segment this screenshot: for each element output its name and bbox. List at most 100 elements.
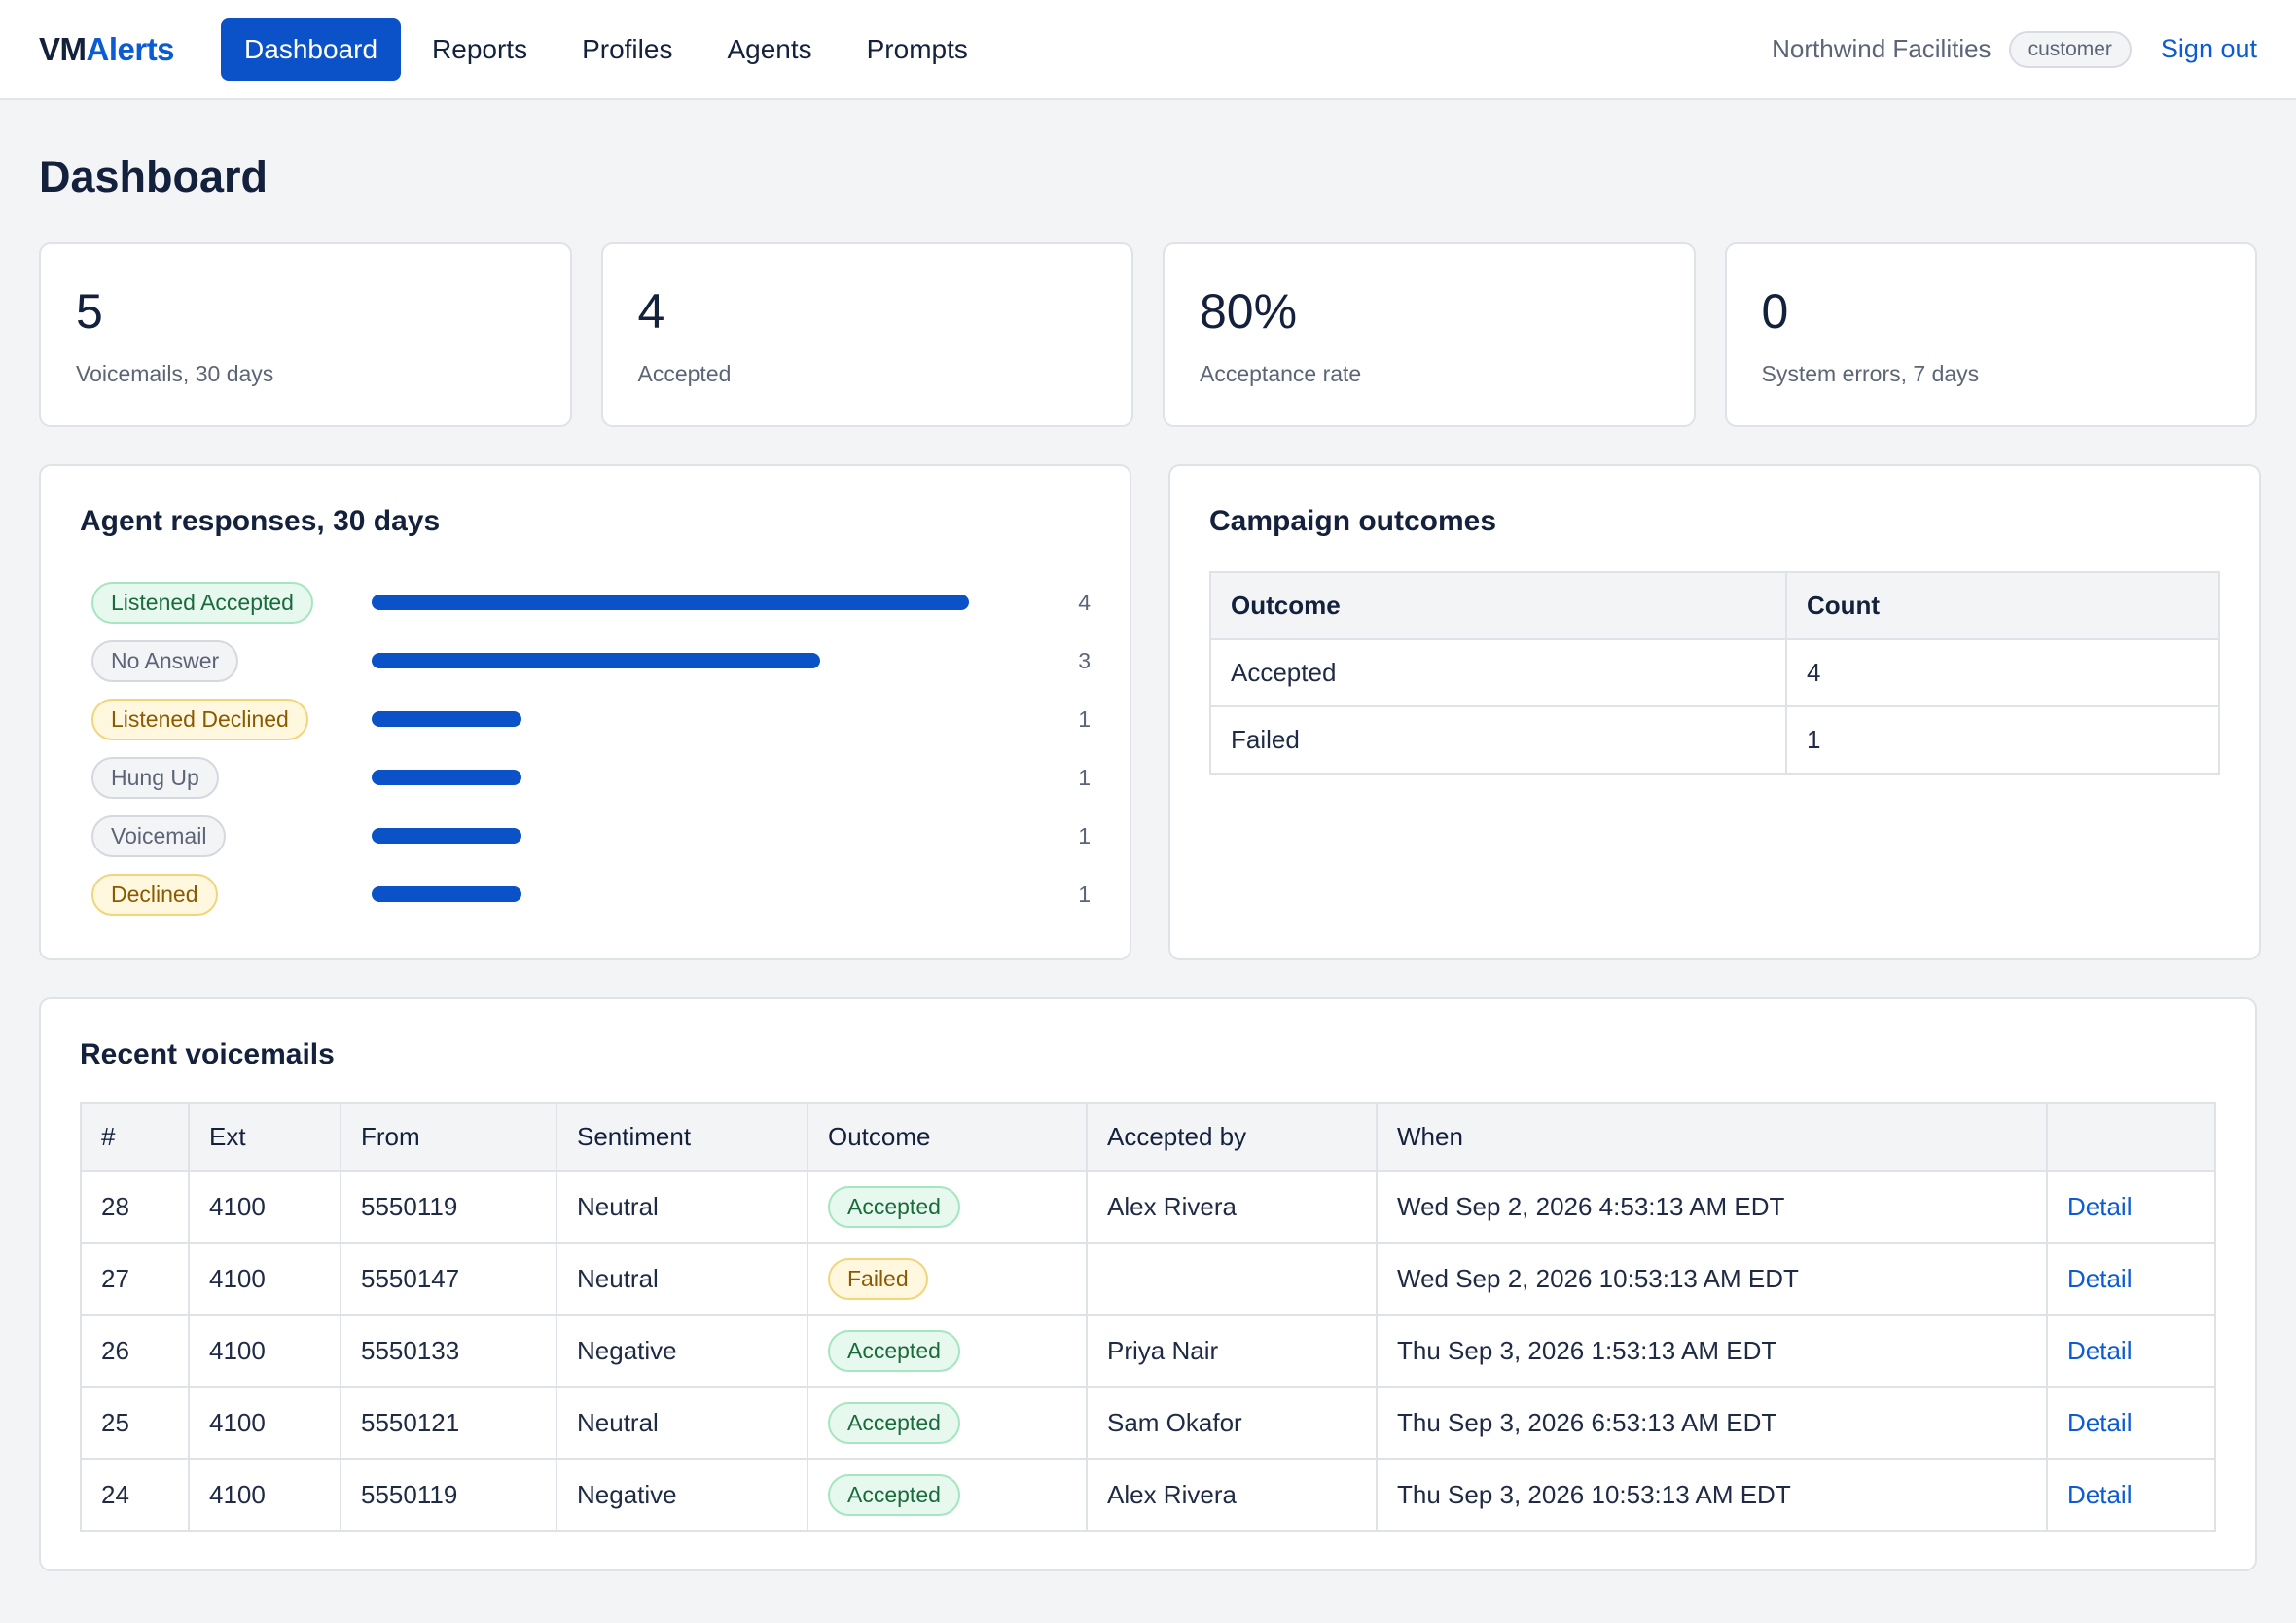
stat-value: 5 [76,284,103,339]
table-row: 24 4100 5550119 Negative Accepted Alex R… [80,1458,2216,1532]
brand-logo-part2: Alerts [86,30,175,67]
cell-number: 28 [80,1170,190,1244]
response-count: 1 [1078,764,1091,790]
stat-value: 80% [1200,284,1298,339]
nav-reports[interactable]: Reports [432,33,528,64]
cell-accepted-by: Priya Nair [1086,1314,1378,1388]
cell-outcome: Failed [1209,705,1787,775]
cell-ext: 4100 [188,1458,341,1532]
cell-count: 1 [1785,705,2220,775]
card-title: Campaign outcomes [1209,505,1497,537]
response-bar [372,828,969,844]
detail-link[interactable]: Detail [2067,1263,2133,1293]
column-header-from: From [340,1102,557,1172]
cell-when: Thu Sep 3, 2026 1:53:13 AM EDT [1376,1314,2048,1388]
column-header-ext: Ext [188,1102,341,1172]
nav-profiles[interactable]: Profiles [582,33,673,64]
cell-number: 24 [80,1458,190,1532]
cell-number: 27 [80,1242,190,1316]
cell-accepted-by [1086,1242,1378,1316]
cell-outcome: Accepted [1209,638,1787,707]
detail-link[interactable]: Detail [2067,1479,2133,1509]
response-bar [372,595,969,610]
response-bar [372,770,969,785]
user-area: Northwind Facilities customer Sign out [1772,30,2257,68]
top-navbar: VMAlerts Dashboard Reports Profiles Agen… [0,0,2296,100]
response-bar [372,886,969,902]
stat-label: Voicemails, 30 days [76,361,274,386]
brand-logo-part1: VM [39,30,87,67]
response-bar [372,711,969,727]
response-row: Listened Declined 1 [80,690,1091,748]
column-header-actions [2046,1102,2216,1172]
detail-link[interactable]: Detail [2067,1407,2133,1437]
outcome-badge: Accepted [828,1185,960,1228]
role-badge: customer [2008,30,2132,68]
brand-logo[interactable]: VMAlerts [39,30,175,68]
cell-actions: Detail [2046,1314,2216,1388]
agent-responses-list: Listened Accepted 4 No Answer 3 Listened… [80,573,1091,923]
cell-from: 5550147 [340,1242,557,1316]
cell-outcome: Accepted [807,1314,1088,1388]
outcome-badge: Accepted [828,1473,960,1516]
cell-sentiment: Negative [556,1458,808,1532]
cell-sentiment: Neutral [556,1386,808,1460]
cell-from: 5550119 [340,1170,557,1244]
nav-prompts[interactable]: Prompts [866,33,968,64]
cell-when: Thu Sep 3, 2026 10:53:13 AM EDT [1376,1458,2048,1532]
campaign-outcomes-card: Campaign outcomes Outcome Count Accepted… [1168,464,2261,960]
outcome-badge: Accepted [828,1401,960,1444]
cell-actions: Detail [2046,1386,2216,1460]
response-row: No Answer 3 [80,631,1091,690]
table-row: 28 4100 5550119 Neutral Accepted Alex Ri… [80,1170,2216,1244]
middle-row: Agent responses, 30 days Listened Accept… [39,464,2261,960]
cell-accepted-by: Alex Rivera [1086,1170,1378,1244]
response-bar [372,653,969,668]
response-bar-fill [372,828,521,844]
stat-card-acceptance-rate: 80% Acceptance rate [1163,242,1696,427]
response-count: 1 [1078,881,1091,907]
nav-agents[interactable]: Agents [727,33,812,64]
column-header-when: When [1376,1102,2048,1172]
response-row: Listened Accepted 4 [80,573,1091,631]
cell-when: Wed Sep 2, 2026 10:53:13 AM EDT [1376,1242,2048,1316]
nav-dashboard[interactable]: Dashboard [221,18,402,81]
cell-sentiment: Neutral [556,1242,808,1316]
response-bar-fill [372,770,521,785]
stat-card-system-errors: 0 System errors, 7 days [1724,242,2257,427]
main-nav: Dashboard Reports Profiles Agents Prompt… [221,18,991,81]
detail-link[interactable]: Detail [2067,1335,2133,1365]
stat-card-accepted: 4 Accepted [600,242,1133,427]
cell-number: 26 [80,1314,190,1388]
stats-row: 5 Voicemails, 30 days 4 Accepted 80% Acc… [39,242,2257,427]
cell-ext: 4100 [188,1386,341,1460]
outcome-badge: Accepted [828,1329,960,1372]
cell-actions: Detail [2046,1242,2216,1316]
table-row: 25 4100 5550121 Neutral Accepted Sam Oka… [80,1386,2216,1460]
page-content: Dashboard 5 Voicemails, 30 days 4 Accept… [0,153,2296,1571]
cell-when: Wed Sep 2, 2026 4:53:13 AM EDT [1376,1170,2048,1244]
cell-ext: 4100 [188,1170,341,1244]
table-header-row: Outcome Count [1209,571,2220,640]
column-header-outcome: Outcome [807,1102,1088,1172]
table-row: 26 4100 5550133 Negative Accepted Priya … [80,1314,2216,1388]
cell-sentiment: Neutral [556,1170,808,1244]
cell-ext: 4100 [188,1242,341,1316]
cell-when: Thu Sep 3, 2026 6:53:13 AM EDT [1376,1386,2048,1460]
response-row: Hung Up 1 [80,748,1091,807]
agent-responses-card: Agent responses, 30 days Listened Accept… [39,464,1131,960]
response-count: 1 [1078,705,1091,732]
stat-value: 4 [637,284,665,339]
response-count: 1 [1078,822,1091,848]
response-count: 3 [1078,647,1091,673]
cell-sentiment: Negative [556,1314,808,1388]
detail-link[interactable]: Detail [2067,1191,2133,1221]
cell-actions: Detail [2046,1458,2216,1532]
cell-count: 4 [1785,638,2220,707]
response-badge: Declined [91,873,218,916]
response-row: Declined 1 [80,865,1091,923]
sign-out-link[interactable]: Sign out [2160,34,2257,63]
cell-from: 5550119 [340,1458,557,1532]
cell-number: 25 [80,1386,190,1460]
stat-label: Accepted [637,361,732,386]
